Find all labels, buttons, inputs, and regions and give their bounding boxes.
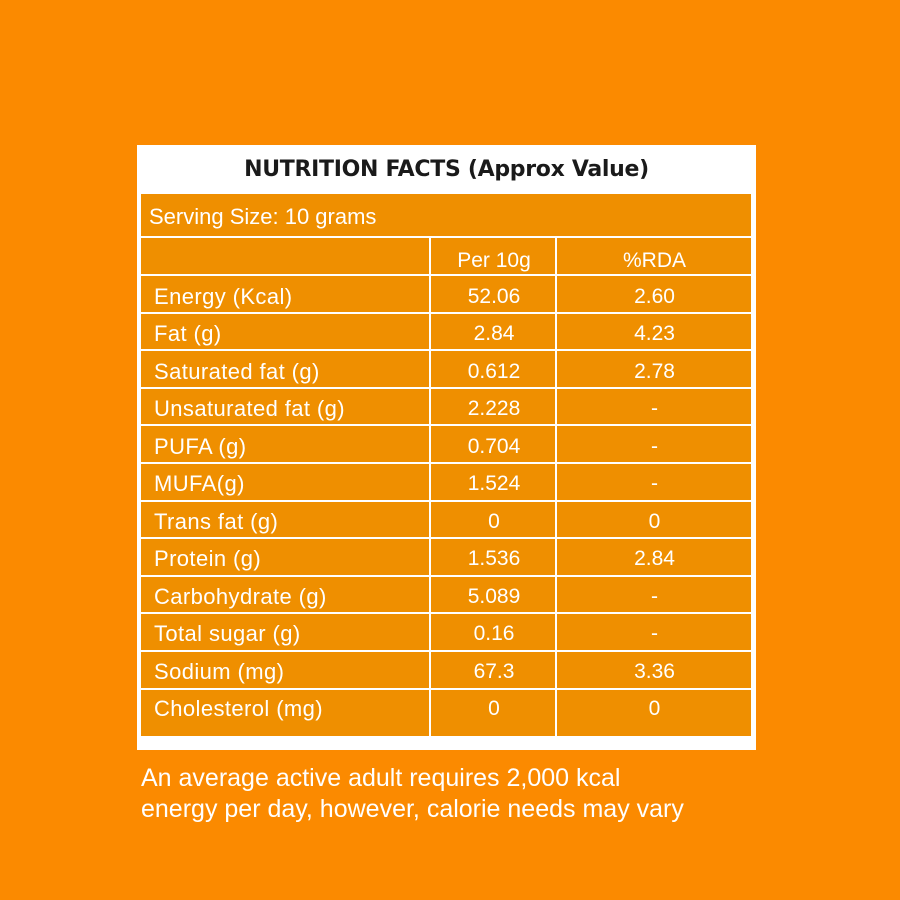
row-label: Saturated fat (g)	[154, 359, 320, 384]
table-divider	[141, 650, 751, 652]
row-label: Total sugar (g)	[154, 621, 301, 646]
row-rda-value: 2.60	[634, 285, 675, 308]
row-per-value: 67.3	[473, 660, 515, 683]
row-per-value: 1.536	[467, 547, 521, 570]
column-divider	[429, 237, 431, 736]
table-divider	[141, 274, 751, 276]
row-rda-value: 0	[648, 697, 661, 720]
table-divider	[141, 349, 751, 351]
nutrition-title: NUTRITION FACTS (Approx Value)	[244, 157, 649, 182]
column-header-per: Per 10g	[457, 249, 531, 272]
table-divider	[141, 424, 751, 426]
footnote-line: An average active adult requires 2,000 k…	[141, 764, 621, 792]
row-rda-value: 2.78	[634, 360, 675, 383]
row-per-value: 0	[488, 510, 500, 533]
row-label: Trans fat (g)	[154, 509, 279, 534]
table-divider	[141, 312, 751, 314]
row-per-value: 5.089	[467, 585, 521, 608]
column-divider	[555, 237, 557, 736]
row-per-value: 0.704	[467, 435, 521, 458]
row-rda-value: -	[651, 397, 658, 420]
table-divider	[141, 387, 751, 389]
table-divider	[141, 462, 751, 464]
table-divider	[141, 236, 751, 238]
row-label: Unsaturated fat (g)	[154, 396, 346, 421]
nutrition-table	[141, 194, 751, 736]
row-label: Energy (Kcal)	[154, 284, 293, 309]
row-label: MUFA(g)	[154, 471, 245, 496]
row-rda-value: -	[651, 472, 658, 495]
table-divider	[141, 537, 751, 539]
footnote-line: energy per day, however, calorie needs m…	[141, 795, 684, 823]
column-header-rda: %RDA	[622, 249, 686, 272]
table-divider	[141, 575, 751, 577]
row-rda-value: 0	[648, 510, 661, 533]
row-per-value: 2.228	[467, 397, 521, 420]
row-per-value: 1.524	[467, 472, 521, 495]
row-rda-value: -	[651, 435, 658, 458]
row-per-value: 52.06	[467, 285, 521, 308]
row-label: Sodium (mg)	[154, 659, 285, 684]
row-rda-value: 2.84	[634, 547, 675, 570]
serving-size: Serving Size: 10 grams	[149, 204, 377, 229]
row-label: Cholesterol (mg)	[154, 696, 324, 721]
row-label: Fat (g)	[154, 321, 222, 346]
row-label: PUFA (g)	[154, 434, 247, 459]
table-divider	[141, 688, 751, 690]
row-rda-value: -	[651, 622, 658, 645]
row-per-value: 0.612	[467, 360, 521, 383]
row-label: Protein (g)	[154, 546, 262, 571]
row-label: Carbohydrate (g)	[154, 584, 327, 609]
row-rda-value: -	[651, 585, 658, 608]
row-rda-value: 4.23	[634, 322, 675, 345]
footnote: An average active adult requires 2,000 k…	[141, 763, 841, 825]
row-per-value: 2.84	[473, 322, 515, 345]
table-divider	[141, 500, 751, 502]
row-per-value: 0.16	[473, 622, 515, 645]
row-rda-value: 3.36	[634, 660, 675, 683]
table-divider	[141, 612, 751, 614]
row-per-value: 0	[488, 697, 500, 720]
